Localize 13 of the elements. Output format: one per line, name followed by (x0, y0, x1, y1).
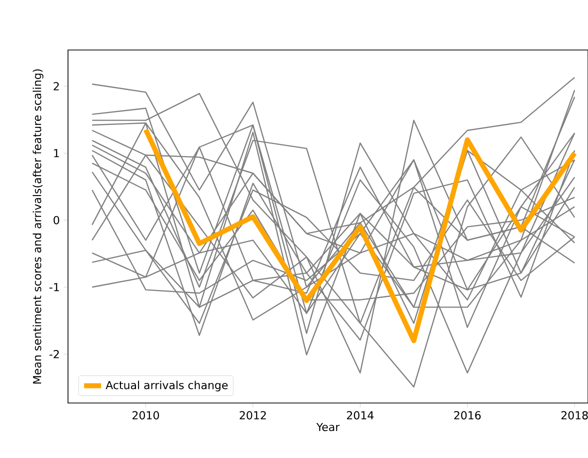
y-axis-title: Mean sentiment scores and arrivals(after feature scaling) (32, 69, 44, 384)
x-tick-label: 2010 (132, 411, 159, 420)
x-axis-title: Year (316, 422, 340, 432)
y-tick-label: -2 (49, 350, 59, 358)
x-tick-label: 2016 (454, 411, 481, 420)
x-tick-label: 2012 (240, 411, 266, 420)
legend-label: Actual arrivals change (106, 380, 228, 392)
y-tick-label: 0 (54, 216, 60, 224)
x-tick-label: 2014 (346, 411, 374, 420)
y-tick-label: 1 (54, 149, 59, 158)
y-tick-label: 2 (54, 82, 59, 90)
y-tick-label: -1 (49, 283, 59, 292)
x-tick-label: 2018 (561, 411, 588, 420)
